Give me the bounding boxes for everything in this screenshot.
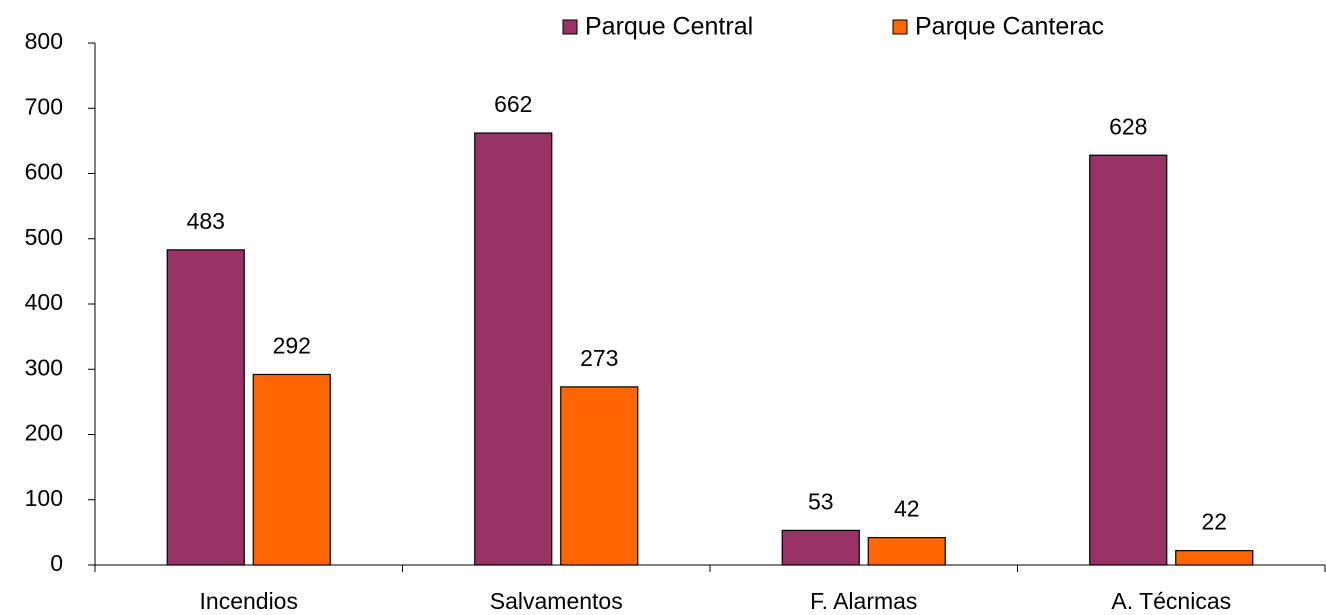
value-label: 42 [894,496,920,522]
bar [474,132,553,566]
bar [1175,550,1254,566]
x-tick-label: Incendios [200,588,298,614]
y-tick-label: 100 [25,485,63,511]
bar [1089,154,1168,566]
y-tick-label: 0 [50,550,63,576]
bar [166,249,245,566]
value-label: 292 [273,333,311,359]
bar [867,536,946,566]
x-tick-label: F. Alarmas [810,588,917,614]
legend-label: Parque Central [585,13,753,41]
value-label: 22 [1201,509,1227,535]
value-label: 483 [187,208,225,234]
value-label: 662 [494,91,532,117]
y-tick-label: 400 [25,289,63,315]
y-tick-label: 600 [25,159,63,185]
y-tick-label: 700 [25,93,63,119]
value-label: 273 [580,345,618,371]
value-label: 53 [808,488,834,514]
x-tick-label: A. Técnicas [1111,588,1231,614]
bar [252,373,331,566]
y-tick-label: 800 [25,28,63,54]
legend-swatch [892,19,908,35]
y-tick-label: 300 [25,354,63,380]
y-tick-label: 200 [25,420,63,446]
bar [560,386,639,566]
y-tick-label: 500 [25,224,63,250]
legend-swatch [562,19,578,35]
x-tick-label: Salvamentos [490,588,623,614]
value-label: 628 [1109,113,1147,139]
bar [781,529,860,566]
legend-label: Parque Canterac [915,13,1104,41]
